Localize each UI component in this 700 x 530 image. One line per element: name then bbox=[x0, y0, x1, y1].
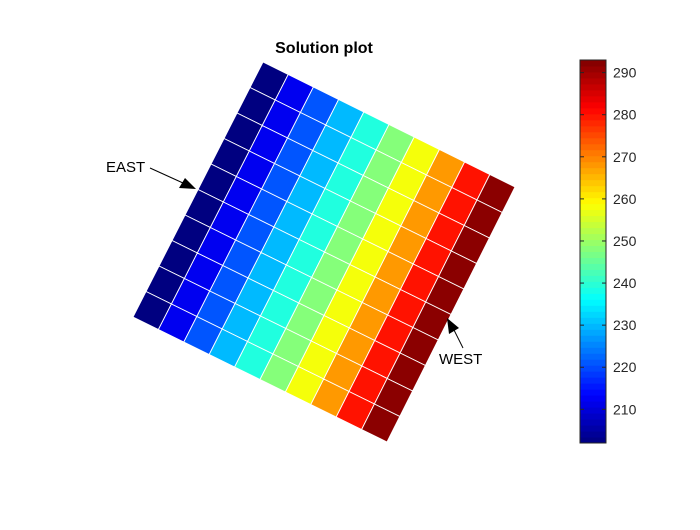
colorbar-segment bbox=[580, 149, 606, 157]
colorbar-segment bbox=[580, 329, 606, 336]
colorbar-segment bbox=[580, 413, 606, 420]
colorbar-segment bbox=[580, 137, 606, 145]
colorbar-segment bbox=[580, 209, 606, 217]
colorbar-segment bbox=[580, 143, 606, 151]
chart-title: Solution plot bbox=[275, 40, 373, 57]
colorbar: 210 220 230 240 250 260 270 280 290 bbox=[579, 59, 637, 444]
colorbar-segment bbox=[580, 89, 606, 97]
colorbar-segment bbox=[580, 179, 606, 187]
east-annotation-label: EAST bbox=[106, 159, 145, 176]
colorbar-segment bbox=[580, 347, 606, 354]
west-arrow-line bbox=[453, 329, 464, 349]
colorbar-segment bbox=[580, 311, 606, 318]
colorbar-segment bbox=[580, 353, 606, 360]
colorbar-segment bbox=[580, 119, 606, 127]
colorbar-segment bbox=[580, 437, 606, 444]
colorbar-segment bbox=[580, 275, 606, 282]
colorbar-tick-label: 270 bbox=[613, 149, 637, 165]
colorbar-tick-label: 290 bbox=[613, 65, 637, 81]
annotations: EAST WEST bbox=[106, 159, 482, 368]
colorbar-segment bbox=[580, 371, 606, 378]
colorbar-segment bbox=[580, 60, 606, 67]
colorbar-segment bbox=[580, 287, 606, 294]
colorbar-segment bbox=[580, 185, 606, 193]
colorbar-segment bbox=[580, 401, 606, 408]
colorbar-segment bbox=[580, 95, 606, 103]
colorbar-segment bbox=[580, 389, 606, 396]
colorbar-segment bbox=[580, 359, 606, 366]
colorbar-segment bbox=[580, 293, 606, 300]
colorbar-segment bbox=[580, 317, 606, 324]
colorbar-segment bbox=[580, 131, 606, 139]
colorbar-ticks: 210 220 230 240 250 260 270 280 290 bbox=[580, 65, 637, 417]
colorbar-segment bbox=[580, 77, 606, 85]
colorbar-segment bbox=[580, 257, 606, 264]
colorbar-segment bbox=[580, 251, 606, 258]
mesh-cell bbox=[360, 403, 401, 443]
colorbar-segment bbox=[580, 173, 606, 181]
colorbar-segment bbox=[580, 227, 606, 235]
colorbar-segment bbox=[580, 167, 606, 175]
colorbar-segment bbox=[580, 197, 606, 205]
west-annotation-label: WEST bbox=[439, 351, 482, 368]
colorbar-segment bbox=[580, 395, 606, 402]
colorbar-segment bbox=[580, 221, 606, 229]
colorbar-segment bbox=[580, 431, 606, 438]
colorbar-segment bbox=[580, 71, 606, 79]
colorbar-tick-label: 210 bbox=[613, 401, 637, 417]
colorbar-segment bbox=[580, 161, 606, 169]
colorbar-tick-label: 230 bbox=[613, 317, 637, 333]
colorbar-tick-label: 220 bbox=[613, 359, 637, 375]
west-arrow-head bbox=[447, 318, 459, 334]
colorbar-frame bbox=[579, 59, 607, 444]
colorbar-segment bbox=[580, 407, 606, 414]
colorbar-segment bbox=[580, 83, 606, 91]
colorbar-segment bbox=[580, 299, 606, 306]
east-arrow-line bbox=[149, 167, 184, 184]
east-arrow-head bbox=[179, 178, 196, 189]
colorbar-segment bbox=[580, 203, 606, 211]
colorbar-segment bbox=[580, 215, 606, 223]
colorbar-segment bbox=[580, 155, 606, 163]
colorbar-segment bbox=[580, 365, 606, 372]
colorbar-segment bbox=[580, 107, 606, 115]
colorbar-tick-label: 280 bbox=[613, 107, 637, 123]
colorbar-segment bbox=[580, 305, 606, 312]
colorbar-segment bbox=[580, 263, 606, 270]
colorbar-segment bbox=[580, 281, 606, 288]
colorbar-segment bbox=[580, 245, 606, 252]
colorbar-segment bbox=[580, 341, 606, 348]
colorbar-segment bbox=[580, 419, 606, 426]
colorbar-tick-label: 250 bbox=[613, 233, 637, 249]
colorbar-tick-label: 240 bbox=[613, 275, 637, 291]
mesh bbox=[132, 61, 516, 443]
colorbar-segment bbox=[580, 323, 606, 330]
colorbar-segment bbox=[580, 125, 606, 133]
colorbar-segment bbox=[580, 191, 606, 199]
colorbar-segment bbox=[580, 425, 606, 432]
colorbar-segment bbox=[580, 233, 606, 241]
colorbar-segment bbox=[580, 377, 606, 384]
colorbar-segment bbox=[580, 65, 606, 73]
colorbar-segment bbox=[580, 383, 606, 390]
colorbar-segment bbox=[580, 269, 606, 276]
colorbar-segment bbox=[580, 335, 606, 342]
colorbar-segment bbox=[580, 113, 606, 121]
colorbar-segment bbox=[580, 239, 606, 247]
colorbar-gradient bbox=[580, 60, 606, 444]
colorbar-segment bbox=[580, 101, 606, 109]
colorbar-tick-label: 260 bbox=[613, 191, 637, 207]
